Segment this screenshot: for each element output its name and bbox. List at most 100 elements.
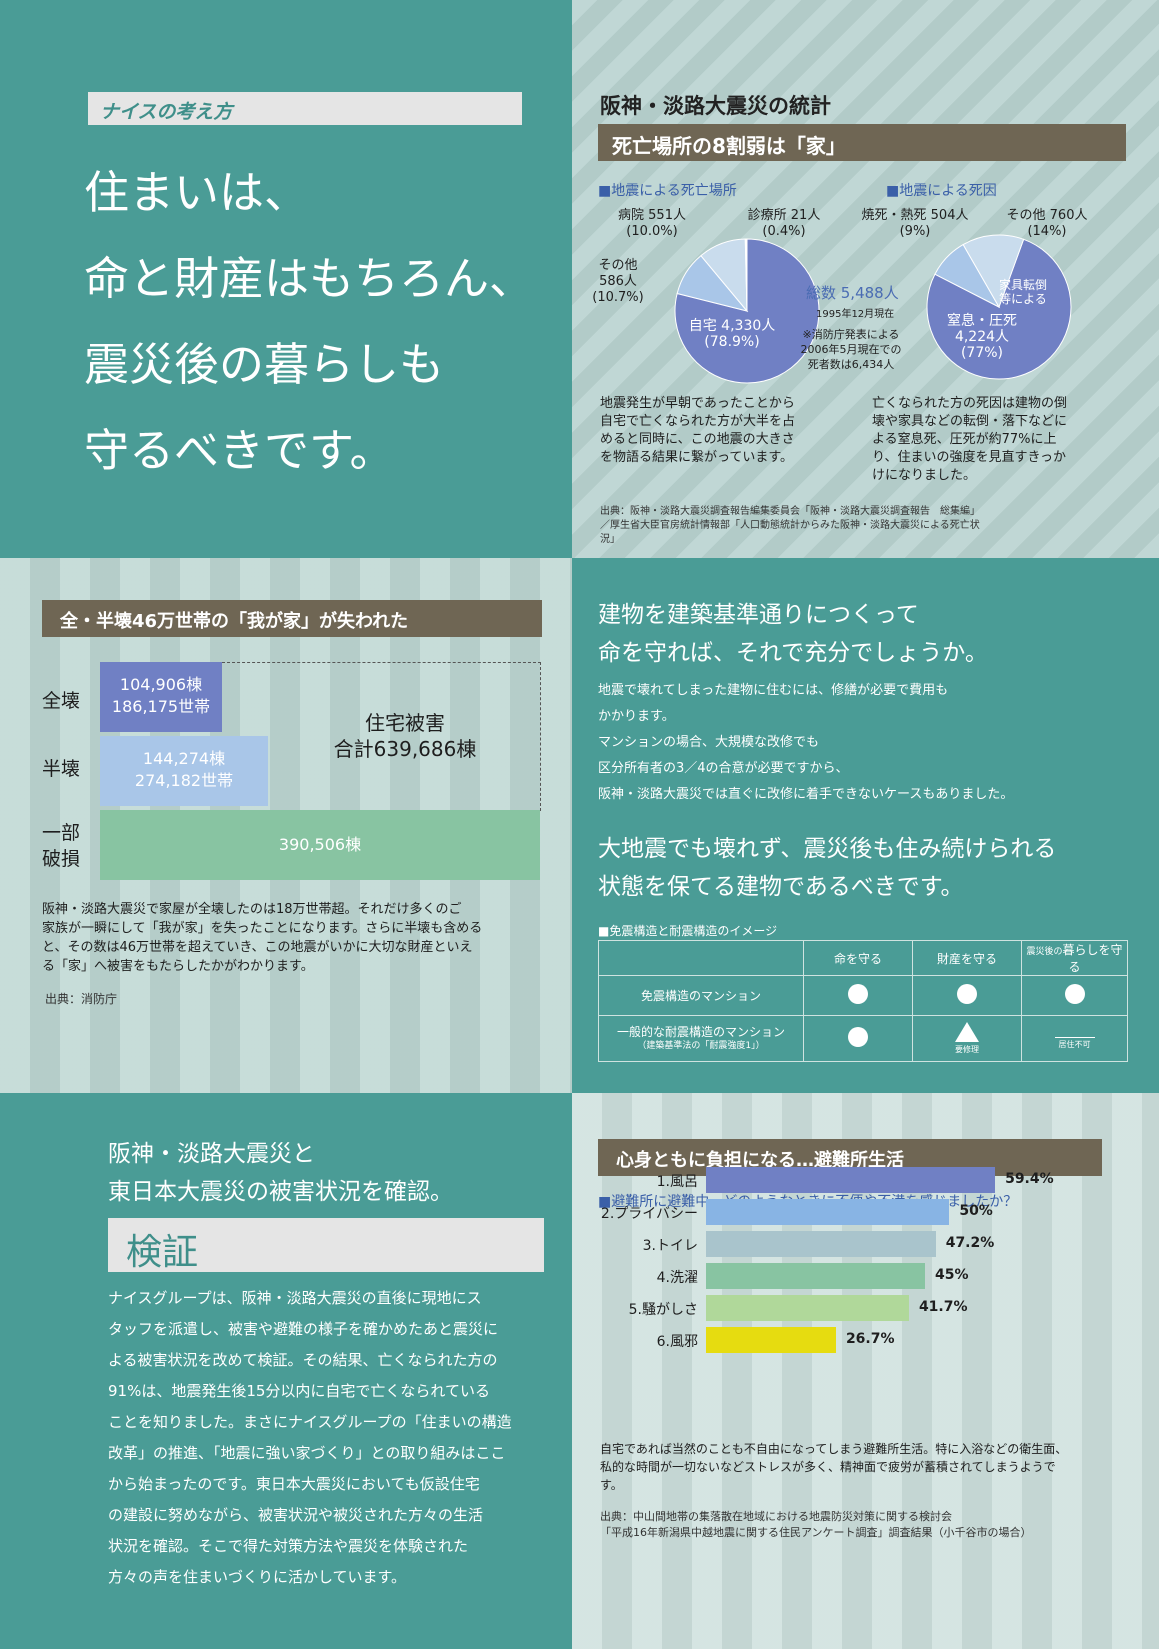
total-summary: 住宅被害 合計639,686棟 xyxy=(320,710,490,762)
heading-line: 阪神・淡路大震災と xyxy=(108,1141,315,1167)
cell-partial: 要修理 xyxy=(912,1015,1022,1062)
heading-line: 命を守れば、それで充分でしょうか。 xyxy=(598,640,988,666)
body-line: と、その数は46万世帯を超えていき、この地震がいかに大切な財産といえ xyxy=(42,940,473,955)
body-line: 91%は、地震発生後15分以内に自宅で亡くなられている xyxy=(108,1382,490,1400)
panel-building-standard: 建物を建築基準通りにつくって 命を守れば、それで充分でしょうか。 地震で壊れてし… xyxy=(572,558,1159,1093)
body-line: マンションの場合、大規模な改修でも xyxy=(598,735,820,750)
stats-text-left: 地震発生が早朝であったことから 自宅で亡くなられた方が大半を占 めると同時に、こ… xyxy=(600,395,795,467)
row-seismic-isolation: 免震構造のマンション xyxy=(598,975,804,1016)
label-text: (10.0%) xyxy=(626,224,678,239)
label-text: (9%) xyxy=(899,224,931,239)
body-line: 私的な時間が一切ないなどストレスが多く、精神面で疲労が蓄積されてしまうようで xyxy=(600,1460,1056,1474)
label-text: 自宅 4,330人 xyxy=(688,318,776,334)
heading-line: 東日本大震災の被害状況を確認。 xyxy=(108,1179,453,1205)
cell-ok xyxy=(1021,975,1128,1016)
pie2-title: ■地震による死因 xyxy=(886,183,997,199)
verify-heading: 阪神・淡路大震災と 東日本大震災の被害状況を確認。 xyxy=(108,1135,453,1211)
evac-source: 出典：中山間地帯の集落散在地域における地震防災対策に関する検討会 「平成16年新… xyxy=(600,1509,1032,1541)
source-line: 出典：中山間地帯の集落散在地域における地震防災対策に関する検討会 xyxy=(600,1510,952,1523)
pie2-label-other: その他 760人 (14%) xyxy=(992,208,1102,240)
bar-mark xyxy=(706,1231,936,1257)
text-line: 自宅で亡くなられた方が大半を占 xyxy=(600,414,796,429)
bar-value-label: 26.7% xyxy=(845,1331,895,1347)
pie1-title: ■地震による死亡場所 xyxy=(598,183,737,199)
body-line: す。 xyxy=(600,1478,623,1492)
bar-category-label: 5.騒がしさ xyxy=(628,1302,698,1318)
note-line: 死者数は6,434人 xyxy=(807,358,895,371)
headline-line: 守るべきです。 xyxy=(84,424,395,477)
bar-mark xyxy=(706,1327,836,1353)
bar-mark xyxy=(706,1199,950,1225)
damage-body: 阪神・淡路大震災で家屋が全壊したのは18万世帯超。それだけ多くのご 家族が一瞬に… xyxy=(42,900,482,976)
total-value: 合計639,686棟 xyxy=(333,737,477,761)
stats-banner: 死亡場所の8割弱は「家」 xyxy=(598,124,1126,161)
label-text: (78.9%) xyxy=(704,334,760,350)
text-line: けになりました。 xyxy=(872,468,977,483)
section-tag-text: ナイスの考え方 xyxy=(100,101,233,123)
bar-value-label: 59.4% xyxy=(1005,1171,1054,1187)
text-line: 亡くなられた方の死因は建物の倒 xyxy=(872,396,1068,411)
circle-icon xyxy=(957,984,977,1004)
header-life: 命を守る xyxy=(803,940,913,976)
label-text: 家具転倒 xyxy=(998,278,1047,292)
bar-value-label: 47.2% xyxy=(945,1235,995,1251)
bar-half-destroyed: 144,274棟 274,182世帯 xyxy=(100,736,268,806)
panel-evacuation: 心身ともに負担になる…避難所生活 ■避難所に避難中、どのようなときに不便や不満を… xyxy=(572,1093,1159,1649)
verify-tag: 検証 xyxy=(108,1218,544,1273)
label-text: 586人 xyxy=(599,274,637,289)
body-line: ことを知りました。まさにナイスグループの「住まいの構造 xyxy=(108,1413,512,1431)
label-text: 4,224人 xyxy=(954,329,1010,345)
body-line: 自宅であれば当然のことも不自由になってしまう避難所生活。特に入浴などの衛生面、 xyxy=(600,1442,1068,1456)
bar-category-label: 2.プライバシー xyxy=(600,1206,698,1222)
stats-source: 出典：阪神・淡路大震災調査報告編集委員会「阪神・淡路大震災調査報告 総集編」 ／… xyxy=(600,505,980,547)
bar-mark xyxy=(706,1167,996,1193)
damage-banner: 全・半壊46万世帯の「我が家」が失われた xyxy=(42,600,542,637)
header-property: 財産を守る xyxy=(912,940,1022,976)
label-text: 病院 551人 xyxy=(618,208,686,223)
evac-bar-chart: 1.風呂 59.4% 2.プライバシー 50% 3.トイレ 47.2% 4.洗濯 45% 5.騒… xyxy=(572,1093,1159,1393)
text-line: り、住まいの強度を見直すきっか xyxy=(872,450,1066,465)
stats-title: 阪神・淡路大震災の統計 xyxy=(600,94,831,118)
header-small: 震災後の xyxy=(1026,947,1063,957)
body-line: の建設に努めながら、被害状況や被災された方々の生活 xyxy=(108,1506,484,1524)
body-line: 阪神・淡路大震災では直ぐに改修に着手できないケースもありました。 xyxy=(598,787,1014,802)
stats-text-right: 亡くなられた方の死因は建物の倒 壊や家具などの転倒・落下などに よる窒息死、圧死… xyxy=(872,395,1067,485)
body-line: かかります。 xyxy=(598,709,675,724)
row-label-full: 全壊 xyxy=(42,690,81,712)
text-line: を物語る結果に繋がっています。 xyxy=(600,450,794,465)
label-text: 窒息・圧死 xyxy=(947,313,1017,329)
building-body: 地震で壊れてしまった建物に住むには、修繕が必要で費用も かかります。 マンション… xyxy=(598,678,1013,808)
pie1-label-other: その他 586人 (10.7%) xyxy=(588,258,648,306)
label-text: (77%) xyxy=(960,345,1004,361)
bar-value-label: 41.7% xyxy=(918,1299,968,1315)
text-line: よる窒息死、圧死が約77%に上 xyxy=(872,432,1057,447)
label-text: その他 xyxy=(598,258,638,273)
bar-full-destroyed: 104,906棟 186,175世帯 xyxy=(100,662,222,732)
heading-line: 建物を建築基準通りにつくって xyxy=(598,602,919,628)
source-line: 況」 xyxy=(600,534,620,545)
bar-partial-damage: 390,506棟 xyxy=(100,810,540,880)
source-line: 「平成16年新潟県中越地震に関する住民アンケート調査」調査結果（小千谷市の場合） xyxy=(600,1526,1032,1539)
evac-body: 自宅であれば当然のことも不自由になってしまう避難所生活。特に入浴などの衛生面、 … xyxy=(600,1440,1067,1494)
pie-chart-death-location xyxy=(674,238,820,384)
body-line: から始まったのです。東日本大震災においても仮設住宅 xyxy=(108,1475,480,1493)
header-big: 暮らしを守る xyxy=(1062,943,1123,974)
body-line: 方々の声を住まいづくりに活かしています。 xyxy=(108,1568,407,1586)
table-title: ■免震構造と耐震構造のイメージ xyxy=(598,924,778,938)
body-line: 区分所有者の3／4の合意が必要ですから、 xyxy=(598,761,849,776)
body-line: タッフを派遣し、被害や避難の様子を確かめたあと震災に xyxy=(108,1320,499,1338)
label-text: 焼死・熱死 504人 xyxy=(861,208,969,223)
bar-category-label: 3.トイレ xyxy=(642,1238,698,1254)
verify-body: ナイスグループは、阪神・淡路大震災の直後に現地にス タッフを派遣し、被害や避難の… xyxy=(108,1283,512,1593)
body-line: 地震で壊れてしまった建物に住むには、修繕が必要で費用も xyxy=(598,683,949,698)
cell-ok xyxy=(912,975,1022,1016)
note-line: ※消防庁発表による xyxy=(802,328,900,341)
evac-banner-text: 心身ともに負担になる…避難所生活 xyxy=(616,1150,904,1171)
pie1-label-hospital: 病院 551人 (10.0%) xyxy=(602,208,702,240)
panel-verification: 阪神・淡路大震災と 東日本大震災の被害状況を確認。 検証 ナイスグループは、阪神… xyxy=(0,1093,572,1649)
row-label-partial: 一部 破損 xyxy=(42,820,80,872)
label-text: 等による xyxy=(999,292,1047,306)
building-heading2: 大地震でも壊れず、震災後も住み続けられる 状態を保てる建物であるべきです。 xyxy=(598,830,1056,906)
row-label-half: 半壊 xyxy=(42,758,81,780)
heading-line: 状態を保てる建物であるべきです。 xyxy=(598,874,964,900)
